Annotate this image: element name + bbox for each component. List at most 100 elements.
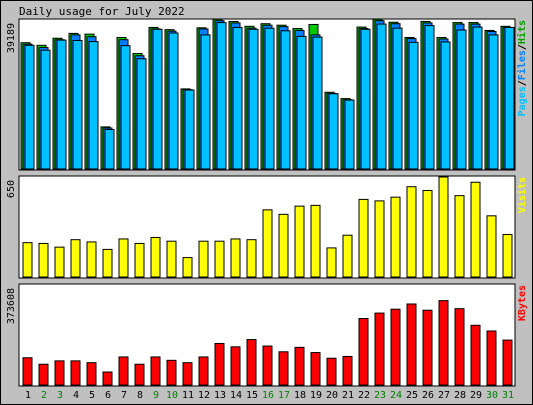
bar-visits-visits-day-12 [198, 240, 209, 278]
day-label-21: 21 [342, 390, 354, 401]
bar-hits-pages-day-21 [344, 99, 355, 170]
bar-hits-pages-day-26 [424, 25, 435, 170]
bar-kbytes-kbytes-day-31 [502, 339, 513, 386]
bar-visits-visits-day-22 [358, 198, 369, 278]
bar-visits-visits-day-6 [102, 248, 113, 278]
bar-hits-pages-day-13 [216, 22, 227, 170]
day-label-22: 22 [358, 390, 370, 401]
bar-visits-visits-day-18 [294, 205, 305, 278]
bar-visits-visits-day-1 [22, 242, 33, 278]
bar-visits-visits-day-7 [118, 238, 129, 278]
bar-hits-pages-day-14 [232, 26, 243, 170]
day-label-28: 28 [454, 390, 466, 401]
bar-kbytes-kbytes-day-25 [406, 303, 417, 386]
day-label-9: 9 [153, 390, 159, 401]
day-label-11: 11 [182, 390, 194, 401]
bar-visits-visits-day-11 [182, 257, 193, 278]
bar-hits-pages-day-23 [376, 23, 387, 170]
bar-visits-visits-day-19 [310, 204, 321, 278]
bar-visits-visits-day-9 [150, 236, 161, 278]
day-label-23: 23 [374, 390, 386, 401]
day-label-10: 10 [166, 390, 178, 401]
bar-hits-pages-day-28 [456, 29, 467, 170]
panel-kbytes: 373608 KBytes [6, 283, 528, 387]
bar-kbytes-kbytes-day-26 [422, 309, 433, 386]
bar-visits-visits-day-30 [486, 215, 497, 278]
bar-kbytes-kbytes-day-4 [70, 360, 81, 386]
bar-visits-visits-day-17 [278, 213, 289, 278]
bar-hits-pages-day-1 [24, 44, 35, 170]
legend-part-2: Files [516, 50, 528, 80]
bar-visits-visits-day-13 [214, 240, 225, 278]
bar-visits-visits-day-10 [166, 240, 177, 278]
day-label-2: 2 [41, 390, 47, 401]
legend-part-0: Visits [516, 177, 528, 213]
bar-kbytes-kbytes-day-21 [342, 355, 353, 386]
day-label-17: 17 [278, 390, 290, 401]
day-label-1: 1 [25, 390, 31, 401]
day-label-13: 13 [214, 390, 226, 401]
panel-visits-ymax-label: 650 [6, 180, 17, 198]
bar-kbytes-kbytes-day-23 [374, 312, 385, 386]
bar-visits-visits-day-25 [406, 186, 417, 278]
bar-kbytes-kbytes-day-3 [54, 360, 65, 386]
bar-hits-pages-day-24 [392, 27, 403, 170]
day-label-3: 3 [57, 390, 63, 401]
bar-kbytes-kbytes-day-29 [470, 324, 481, 386]
legend-part-1: / [517, 80, 528, 86]
panel-visits-legend: Visits [516, 177, 528, 213]
day-label-24: 24 [390, 390, 402, 401]
bar-hits-pages-day-22 [360, 28, 371, 170]
bar-kbytes-kbytes-day-20 [326, 357, 337, 386]
bar-kbytes-kbytes-day-7 [118, 356, 129, 386]
bar-hits-pages-day-6 [104, 129, 115, 170]
bar-visits-visits-day-29 [470, 181, 481, 278]
bar-visits-visits-day-26 [422, 189, 433, 278]
day-label-25: 25 [406, 390, 418, 401]
panel-hits-legend: Pages/Files/Hits [516, 20, 528, 116]
bar-hits-pages-day-19 [312, 36, 323, 170]
bar-hits-pages-day-30 [488, 34, 499, 170]
panel-visits: 650 Visits [6, 175, 528, 279]
bar-kbytes-kbytes-day-17 [278, 351, 289, 386]
day-label-14: 14 [230, 390, 242, 401]
day-label-18: 18 [294, 390, 306, 401]
bar-visits-visits-day-23 [374, 200, 385, 278]
day-label-12: 12 [198, 390, 210, 401]
bar-hits-pages-day-12 [200, 34, 211, 170]
day-label-27: 27 [438, 390, 450, 401]
bar-visits-visits-day-27 [438, 176, 449, 278]
day-label-4: 4 [73, 390, 79, 401]
bar-visits-visits-day-16 [262, 209, 273, 278]
day-label-19: 19 [310, 390, 322, 401]
bar-kbytes-kbytes-day-11 [182, 362, 193, 386]
bar-hits-pages-day-18 [296, 35, 307, 170]
bar-hits-pages-day-11 [184, 89, 195, 170]
bar-kbytes-kbytes-day-10 [166, 359, 177, 386]
bar-visits-visits-day-31 [502, 233, 513, 278]
bar-kbytes-kbytes-day-1 [22, 357, 33, 386]
day-label-7: 7 [121, 390, 127, 401]
bar-visits-visits-day-20 [326, 247, 337, 278]
bar-hits-pages-day-3 [56, 39, 67, 170]
bar-hits-pages-day-4 [72, 39, 83, 170]
bar-kbytes-kbytes-day-30 [486, 330, 497, 386]
day-label-30: 30 [486, 390, 498, 401]
day-label-15: 15 [246, 390, 258, 401]
bar-kbytes-kbytes-day-18 [294, 346, 305, 386]
bar-hits-pages-day-31 [504, 26, 515, 170]
legend-part-3: / [517, 44, 528, 50]
day-label-5: 5 [89, 390, 95, 401]
bar-hits-pages-day-16 [264, 27, 275, 170]
bar-kbytes-kbytes-day-12 [198, 356, 209, 386]
chart-title: Daily usage for July 2022 [19, 5, 185, 18]
day-label-29: 29 [470, 390, 482, 401]
bar-kbytes-kbytes-day-5 [86, 362, 97, 386]
bar-kbytes-kbytes-day-8 [134, 363, 145, 386]
bar-kbytes-kbytes-day-16 [262, 345, 273, 386]
day-label-8: 8 [137, 390, 143, 401]
bar-kbytes-kbytes-day-24 [390, 308, 401, 386]
